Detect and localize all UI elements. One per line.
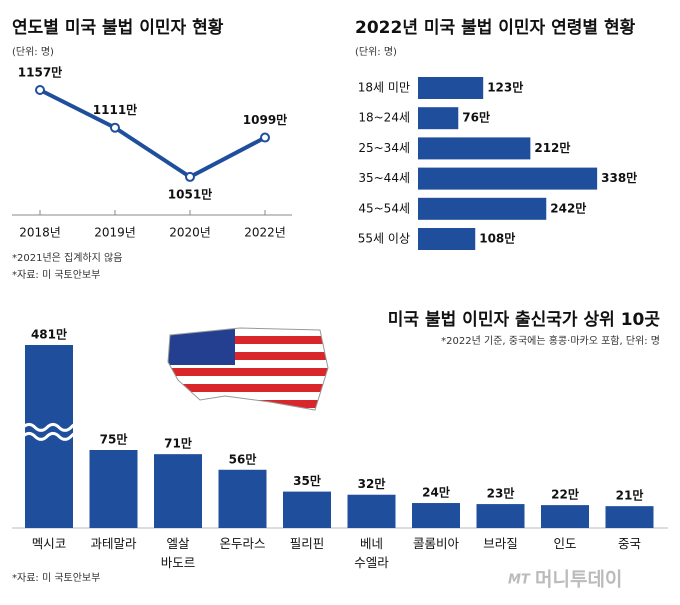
x-tick-label: 멕시코 <box>31 536 67 551</box>
watermark-text: 머니투데이 <box>535 569 622 591</box>
x-tick-label: 콜롬비아 <box>412 536 459 551</box>
x-tick-label: 2022년 <box>244 226 286 240</box>
chart-title: 2022년 미국 불법 이민자 연령별 현황 <box>355 17 636 38</box>
y-tick-label: 35~44세 <box>358 171 410 185</box>
value-label: 21만 <box>616 488 644 503</box>
x-tick-label-box: 콜롬비아 <box>412 536 459 551</box>
value-label: 1051만 <box>168 186 212 201</box>
y-tick-label: 18세 미만 <box>358 81 410 95</box>
bar <box>418 197 547 220</box>
x-tick-label: 2020년 <box>169 226 211 240</box>
x-tick-label-box: 베네 수엘라 <box>354 536 389 570</box>
x-tick-label-box: 중국 <box>617 536 641 551</box>
x-tick-label-box: 멕시코 <box>31 536 67 551</box>
x-tick-label-box: 필리핀 <box>289 536 325 551</box>
value-label: 242만 <box>550 200 586 215</box>
x-tick-label: 베네 수엘라 <box>354 536 389 570</box>
x-tick-label: 2019년 <box>94 226 136 240</box>
chart-title: 연도별 미국 불법 이민자 현황 <box>12 18 224 38</box>
value-label: 481만 <box>31 327 67 342</box>
map-outline <box>167 327 329 411</box>
x-tick-label: 엘살 바도르 <box>160 536 196 570</box>
value-label: 1157만 <box>18 65 62 80</box>
value-label: 108만 <box>479 231 515 246</box>
x-tick-label: 필리핀 <box>289 536 325 551</box>
x-tick-label-box: 온두라스 <box>219 536 266 551</box>
bar <box>418 77 484 99</box>
value-label: 75만 <box>100 432 128 447</box>
chart-subtitle: *2022년 기준, 중국에는 홍콩·마카오 포함, 단위: 명 <box>441 334 660 347</box>
value-label: 76만 <box>462 110 490 125</box>
point <box>110 122 120 133</box>
note: *2021년은 집계하지 않음 <box>12 251 122 264</box>
chart-subtitle: (단위: 명) <box>12 45 54 58</box>
axis-break <box>21 422 77 432</box>
bar <box>418 167 598 190</box>
value-label: 71만 <box>164 436 192 451</box>
x-tick-label: 브라질 <box>483 536 518 551</box>
bar <box>605 506 654 528</box>
bar <box>154 454 202 528</box>
bar <box>218 469 267 528</box>
y-tick-label: 25~34세 <box>358 141 410 155</box>
axis-break <box>21 431 77 441</box>
value-label: 1099만 <box>243 112 287 127</box>
bar <box>283 491 331 528</box>
value-label: 123만 <box>487 80 523 95</box>
point <box>260 132 270 143</box>
x-tick-label: 2018년 <box>19 226 61 240</box>
bar <box>476 504 525 528</box>
point <box>35 85 45 95</box>
bar <box>418 228 476 250</box>
chart-subtitle: (단위: 명) <box>355 45 397 58</box>
x-tick-label-box: 인도 <box>553 536 577 551</box>
value-label: 32만 <box>358 476 386 491</box>
bar <box>541 505 589 528</box>
source: *자료: 미 국토안보부 <box>12 572 100 584</box>
bar <box>89 450 138 528</box>
value-label: 1111만 <box>93 102 137 117</box>
value-label: 212만 <box>534 140 570 155</box>
line <box>39 88 266 180</box>
chart-title: 미국 불법 이민자 출신국가 상위 10곳 <box>388 310 661 330</box>
bar <box>412 503 460 528</box>
x-tick-label-box: 엘살 바도르 <box>160 536 196 570</box>
x-tick-label-box: 브라질 <box>483 536 518 551</box>
y-tick-label: 45~54세 <box>358 201 410 215</box>
bar <box>347 494 396 528</box>
value-label: 24만 <box>422 485 450 500</box>
bar <box>418 107 459 130</box>
x-tick-label: 온두라스 <box>219 536 266 551</box>
bar <box>418 137 531 160</box>
point <box>185 171 195 182</box>
y-tick-label: 55세 이상 <box>358 232 410 246</box>
value-label: 22만 <box>551 487 579 502</box>
value-label: 56만 <box>229 451 257 466</box>
value-label: 338만 <box>601 170 637 185</box>
x-tick-label: 인도 <box>553 536 577 551</box>
note: *자료: 미 국토안보부 <box>12 269 100 281</box>
x-tick-label: 중국 <box>617 536 641 551</box>
us-map-flag <box>168 328 328 410</box>
value-label: 35만 <box>293 473 321 488</box>
watermark-logo: MT <box>508 573 531 588</box>
value-label: 23만 <box>487 486 515 501</box>
x-tick-label-box: 과테말라 <box>90 536 137 551</box>
y-tick-label: 18~24세 <box>358 111 410 125</box>
x-tick-label: 과테말라 <box>90 536 137 551</box>
